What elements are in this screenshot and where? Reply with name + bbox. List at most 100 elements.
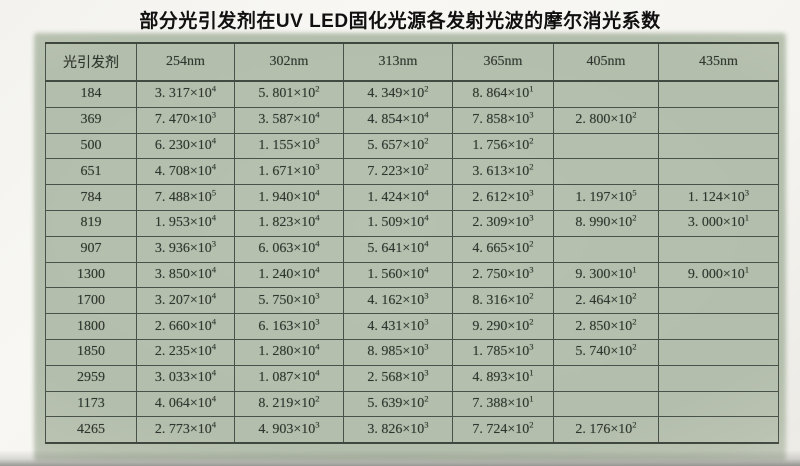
- value-cell: 6. 163×103: [234, 313, 344, 340]
- value-cell: 2. 568×103: [343, 364, 453, 392]
- value-cell: 2. 176×102: [553, 416, 659, 444]
- table-row: 1173 4. 064×104 8. 219×102 5. 639×102 7. 388…: [45, 390, 779, 418]
- value-cell: [553, 158, 659, 186]
- value-cell: 2. 773×104: [136, 416, 235, 444]
- value-cell: [658, 235, 779, 263]
- value-cell: [658, 106, 779, 134]
- photoinitiator-cell: 4265: [45, 416, 137, 444]
- value-cell: [658, 390, 779, 418]
- value-cell: 1. 124×103: [658, 184, 779, 211]
- value-cell: 1. 560×104: [343, 261, 453, 289]
- value-cell: [658, 416, 779, 444]
- value-cell: 2. 750×103: [452, 261, 554, 289]
- value-cell: [553, 132, 659, 160]
- value-cell: [553, 235, 659, 263]
- table-row: 500 6. 230×104 1. 155×103 5. 657×102 1. 756×…: [45, 132, 779, 160]
- value-cell: 4. 162×103: [343, 287, 453, 315]
- table-row: 2959 3. 033×104 1. 087×104 2. 568×103 4. 893…: [45, 364, 779, 392]
- column-header-wavelength: 365nm: [452, 42, 554, 82]
- value-cell: [658, 80, 779, 108]
- value-cell: 4. 708×104: [136, 158, 235, 186]
- photoinitiator-cell: 1173: [45, 390, 137, 418]
- value-cell: 6. 063×104: [234, 235, 344, 263]
- value-cell: 5. 801×102: [234, 80, 344, 108]
- value-cell: [553, 390, 659, 418]
- value-cell: 4. 903×103: [234, 416, 344, 444]
- value-cell: 2. 612×103: [452, 184, 554, 211]
- value-cell: [658, 158, 779, 186]
- value-cell: 3. 207×104: [136, 287, 235, 315]
- value-cell: 7. 858×103: [452, 106, 554, 134]
- value-cell: 1. 785×103: [452, 338, 554, 366]
- photoinitiator-cell: 1800: [45, 313, 137, 340]
- table-row: 1700 3. 207×104 5. 750×103 4. 162×103 8. 316…: [45, 287, 779, 315]
- value-cell: 3. 936×103: [136, 235, 235, 263]
- value-cell: 1. 197×105: [553, 184, 659, 211]
- value-cell: 6. 230×104: [136, 132, 235, 160]
- value-cell: 2. 850×102: [553, 313, 659, 340]
- value-cell: [553, 80, 659, 108]
- value-cell: 7. 488×105: [136, 184, 235, 211]
- table-row: 1300 3. 850×104 1. 240×104 1. 560×104 2. 750…: [45, 261, 779, 289]
- photoinitiator-cell: 1700: [45, 287, 137, 315]
- value-cell: 1. 671×103: [234, 158, 344, 186]
- photoinitiator-cell: 907: [45, 235, 137, 263]
- value-cell: 4. 349×102: [343, 80, 453, 108]
- document-title: 部分光引发剂在UV LED固化光源各发射光波的摩尔消光系数: [139, 11, 661, 32]
- column-header-wavelength: 302nm: [234, 42, 344, 82]
- value-cell: 2. 660×104: [136, 313, 235, 340]
- value-cell: [658, 313, 779, 340]
- photoinitiator-cell: 784: [45, 184, 137, 211]
- value-cell: 3. 850×104: [136, 261, 235, 289]
- table-row: 4265 2. 773×104 4. 903×103 3. 826×103 7. 724…: [45, 416, 779, 444]
- photoinitiator-cell: 500: [45, 132, 137, 160]
- column-header-wavelength: 405nm: [553, 42, 659, 82]
- value-cell: 1. 823×104: [234, 209, 344, 237]
- value-cell: [553, 364, 659, 392]
- value-cell: 3. 033×104: [136, 364, 235, 392]
- value-cell: 3. 826×103: [343, 416, 453, 444]
- value-cell: 1. 240×104: [234, 261, 344, 289]
- value-cell: 9. 000×101: [658, 261, 779, 289]
- table-row: 784 7. 488×105 1. 940×104 1. 424×104 2. 612×…: [45, 184, 779, 211]
- value-cell: 5. 657×102: [343, 132, 453, 160]
- column-header-wavelength: 313nm: [343, 42, 453, 82]
- extinction-coefficient-table: 光引发剂 254nm 302nm 313nm 365nm 405nm 435nm 184 3.…: [45, 42, 779, 445]
- value-cell: 1. 756×102: [452, 132, 554, 160]
- value-cell: 2. 235×104: [136, 338, 235, 366]
- photoinitiator-cell: 2959: [45, 364, 137, 392]
- value-cell: 4. 665×102: [452, 235, 554, 263]
- table-row: 184 3. 317×104 5. 801×102 4. 349×102 8. 864×…: [45, 80, 779, 108]
- value-cell: 5. 740×102: [553, 338, 659, 366]
- table-row: 1850 2. 235×104 1. 280×104 8. 985×103 1. 785…: [45, 338, 779, 366]
- value-cell: [658, 132, 779, 160]
- value-cell: 3. 613×102: [452, 158, 554, 186]
- table-row: 907 3. 936×103 6. 063×104 5. 641×104 4. 665×…: [45, 235, 779, 263]
- table-body: 184 3. 317×104 5. 801×102 4. 349×102 8. 864×…: [45, 80, 779, 444]
- photoinitiator-cell: 819: [45, 209, 137, 237]
- column-header-wavelength: 254nm: [136, 42, 235, 82]
- value-cell: 2. 464×102: [553, 287, 659, 315]
- table-row: 651 4. 708×104 1. 671×103 7. 223×102 3. 613×…: [45, 158, 779, 186]
- value-cell: 8. 316×102: [452, 287, 554, 315]
- value-cell: 4. 893×101: [452, 364, 554, 392]
- table-row: 369 7. 470×103 3. 587×104 4. 854×104 7. 858×…: [45, 106, 779, 134]
- value-cell: 8. 990×102: [553, 209, 659, 237]
- value-cell: 1. 087×104: [234, 364, 344, 392]
- value-cell: 8. 219×102: [234, 390, 344, 418]
- value-cell: [658, 364, 779, 392]
- photoinitiator-cell: 1850: [45, 338, 137, 366]
- value-cell: 1. 155×103: [234, 132, 344, 160]
- value-cell: [658, 287, 779, 315]
- value-cell: 1. 424×104: [343, 184, 453, 211]
- photoinitiator-cell: 184: [45, 80, 137, 108]
- column-header-photoinitiator: 光引发剂: [45, 42, 137, 82]
- value-cell: 4. 854×104: [343, 106, 453, 134]
- value-cell: 9. 300×101: [553, 261, 659, 289]
- value-cell: 5. 639×102: [343, 390, 453, 418]
- value-cell: [658, 338, 779, 366]
- value-cell: 5. 641×104: [343, 235, 453, 263]
- value-cell: 1. 280×104: [234, 338, 344, 366]
- value-cell: 5. 750×103: [234, 287, 344, 315]
